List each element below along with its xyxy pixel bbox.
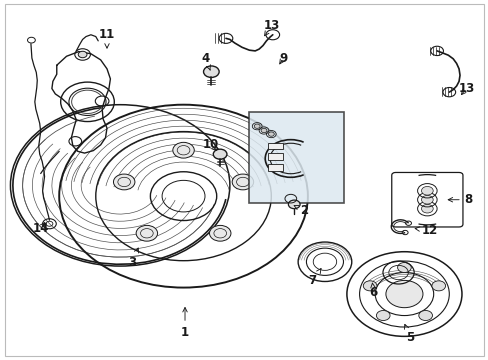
- Circle shape: [421, 204, 432, 213]
- Text: 4: 4: [201, 51, 210, 70]
- Text: 7: 7: [308, 269, 321, 287]
- Circle shape: [288, 200, 300, 209]
- Circle shape: [431, 281, 445, 291]
- Text: 13: 13: [263, 19, 279, 36]
- Circle shape: [172, 142, 194, 158]
- Circle shape: [232, 174, 253, 190]
- Circle shape: [363, 281, 376, 291]
- Text: 6: 6: [369, 283, 377, 300]
- Text: 10: 10: [202, 138, 218, 150]
- Text: 11: 11: [99, 28, 115, 48]
- Circle shape: [261, 129, 266, 133]
- Text: 2: 2: [293, 204, 307, 217]
- Bar: [267, 143, 282, 149]
- Circle shape: [268, 132, 274, 136]
- Text: 8: 8: [447, 193, 472, 206]
- Bar: [267, 164, 282, 171]
- Text: 12: 12: [414, 224, 437, 237]
- Circle shape: [418, 310, 431, 320]
- Bar: [267, 153, 282, 160]
- Circle shape: [203, 66, 219, 77]
- Text: 14: 14: [32, 222, 49, 235]
- Text: 13: 13: [457, 82, 473, 95]
- Circle shape: [376, 310, 389, 320]
- Text: 5: 5: [404, 324, 413, 344]
- Bar: [249, 112, 344, 203]
- Circle shape: [254, 124, 260, 129]
- Text: 3: 3: [128, 248, 138, 269]
- Circle shape: [136, 225, 157, 241]
- Circle shape: [397, 262, 410, 273]
- Circle shape: [113, 174, 135, 190]
- Circle shape: [421, 195, 432, 204]
- Circle shape: [421, 186, 432, 195]
- Text: 9: 9: [279, 51, 287, 64]
- Circle shape: [209, 225, 230, 241]
- Circle shape: [78, 51, 87, 58]
- Circle shape: [385, 280, 422, 308]
- Text: 1: 1: [181, 307, 189, 339]
- Circle shape: [213, 149, 226, 159]
